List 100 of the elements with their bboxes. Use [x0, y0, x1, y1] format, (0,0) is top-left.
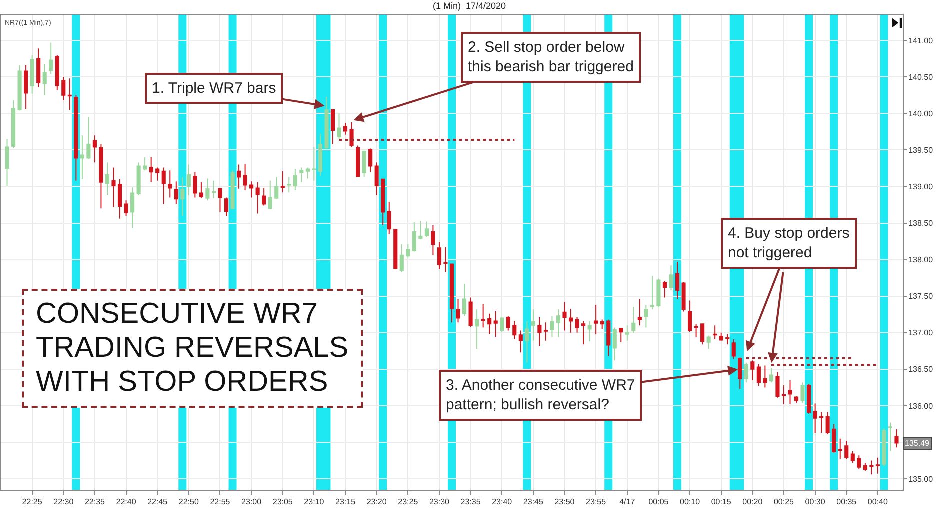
candlestick — [262, 188, 266, 206]
x-tick-label: 22:30 — [54, 498, 74, 507]
candlestick — [300, 167, 304, 183]
candlestick — [130, 186, 135, 229]
candlestick — [719, 332, 724, 342]
y-tick-label: 135.00 — [908, 474, 934, 484]
candlestick — [820, 412, 824, 434]
x-tick-label: 23:05 — [272, 498, 294, 507]
candlestick — [36, 48, 41, 88]
y-tick-label: 136.00 — [908, 402, 934, 411]
annotation: 1. Triple WR7 bars — [152, 80, 276, 97]
x-tick-label: 00:30 — [805, 498, 826, 507]
candlestick — [556, 309, 561, 338]
candlestick — [506, 316, 510, 332]
candlestick — [250, 181, 254, 198]
candlestick — [800, 382, 805, 404]
candlestick — [475, 309, 480, 350]
candlestick — [894, 428, 899, 448]
candlestick — [387, 202, 392, 235]
candlestick — [662, 280, 668, 298]
candlestick — [368, 148, 373, 173]
candlestick — [870, 460, 874, 476]
candlestick — [206, 178, 210, 202]
candlestick — [582, 320, 586, 346]
chart-title: (1 Min) 17/4/2020 — [432, 0, 506, 11]
candlestick — [274, 176, 279, 200]
x-tick-label: 00:10 — [680, 498, 701, 507]
candlestick — [888, 422, 893, 452]
x-tick-label: 23:30 — [429, 498, 450, 507]
candlestick — [568, 309, 574, 334]
candlestick — [193, 172, 198, 198]
candlestick — [744, 362, 748, 384]
x-tick-label: 22:25 — [22, 498, 43, 507]
x-tick-label: 23:15 — [335, 498, 356, 507]
candlestick — [444, 246, 448, 273]
candlestick — [600, 319, 604, 330]
candlestick — [750, 360, 755, 381]
candlestick — [531, 309, 536, 342]
x-tick-label: 00:35 — [836, 498, 858, 507]
candlestick — [418, 220, 423, 240]
candlestick — [312, 146, 316, 182]
candlestick — [156, 167, 160, 182]
candlestick — [518, 330, 523, 354]
candlestick — [11, 100, 16, 148]
candlestick — [356, 145, 360, 178]
candlestick — [431, 224, 436, 256]
x-tick-label: 23:55 — [586, 498, 607, 507]
candlestick — [850, 450, 855, 464]
candlestick — [456, 298, 460, 324]
x-tick-label: 22:50 — [178, 498, 200, 507]
candlestick — [74, 94, 78, 182]
x-tick-label: 23:50 — [554, 498, 576, 507]
candlestick — [256, 182, 260, 214]
candlestick — [280, 170, 285, 194]
candlestick — [199, 182, 204, 199]
candlestick — [381, 178, 386, 226]
candlestick — [588, 320, 592, 342]
candlestick — [706, 335, 711, 350]
candlestick — [813, 403, 818, 434]
candlestick — [782, 385, 786, 405]
candlestick — [224, 197, 229, 216]
candlestick — [468, 297, 473, 328]
candlestick — [105, 162, 110, 196]
candlestick — [488, 313, 492, 335]
candlestick — [149, 157, 154, 183]
candlestick — [594, 304, 598, 335]
candlestick — [362, 150, 366, 178]
candlestick — [462, 283, 467, 317]
x-tick-label: 4/17 — [620, 498, 636, 507]
candlestick — [844, 440, 849, 460]
candlestick — [30, 54, 34, 94]
candlestick — [450, 264, 454, 324]
x-tick-label: 23:10 — [304, 498, 325, 507]
candlestick — [80, 135, 84, 180]
candlestick — [136, 162, 141, 196]
candlestick — [118, 178, 122, 220]
candlestick — [186, 164, 191, 196]
candlestick — [726, 334, 730, 346]
x-tick-label: 00:15 — [711, 498, 732, 507]
x-tick-label: 22:40 — [116, 498, 137, 507]
candlestick — [562, 302, 567, 332]
candlestick — [92, 135, 97, 164]
candlestick — [788, 380, 792, 405]
candlestick — [337, 113, 342, 140]
candlestick — [625, 325, 630, 342]
candlestick — [575, 317, 580, 334]
candlestick — [644, 304, 648, 328]
x-tick-label: 23:20 — [366, 498, 388, 507]
candlestick — [525, 320, 530, 364]
candlestick — [218, 188, 222, 213]
candlestick — [68, 78, 72, 110]
candlestick — [400, 244, 404, 273]
candlestick — [857, 455, 862, 470]
candlestick — [682, 282, 686, 312]
candlestick — [606, 319, 611, 357]
candlestick — [769, 367, 774, 384]
candlestick — [612, 327, 617, 362]
x-tick-label: 22:45 — [148, 498, 168, 507]
candlestick — [55, 54, 60, 91]
y-tick-label: 139.00 — [908, 182, 934, 192]
